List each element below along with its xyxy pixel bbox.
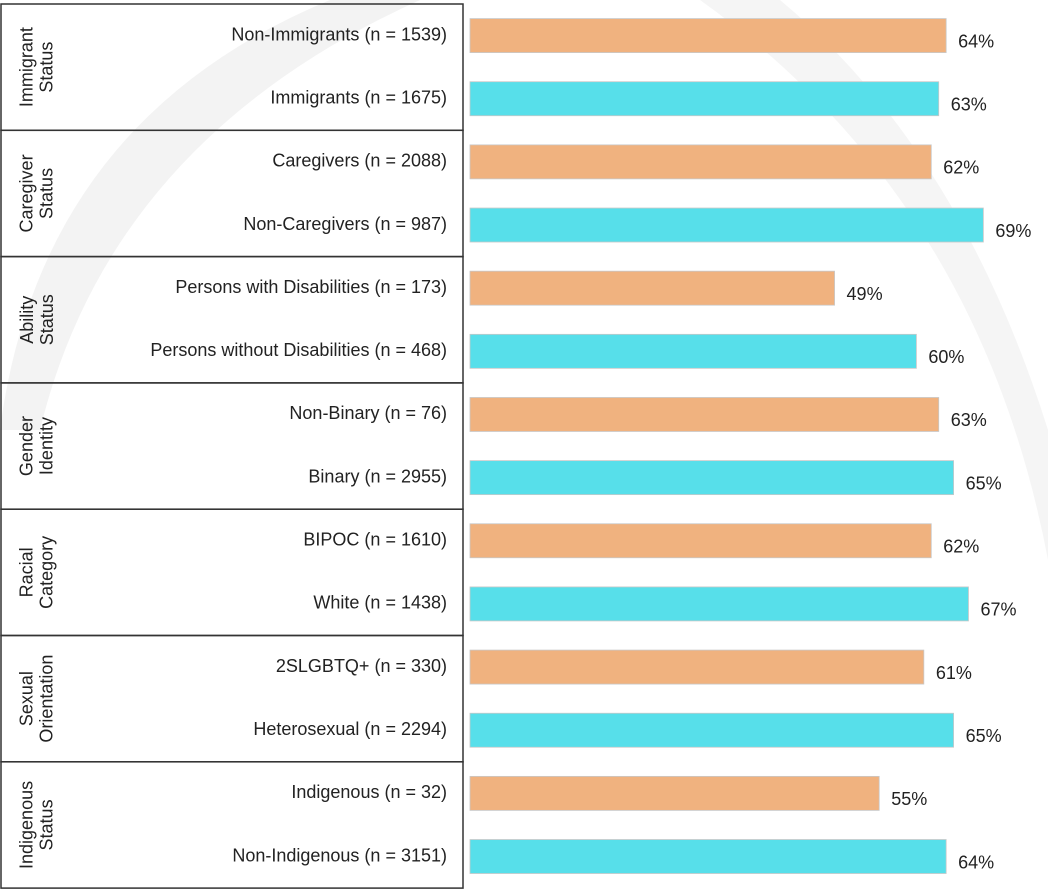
category-label: Non-Indigenous (n = 3151)	[232, 845, 447, 865]
group-label: Identity	[37, 417, 57, 475]
bars: 64% 63% 62% 69% 49% 60% 63% 65% 62% 67% 61% 65% 55% 6…	[469, 18, 1031, 874]
bar	[469, 712, 955, 748]
group-box	[0, 761, 464, 889]
category-label: Non-Caregivers (n = 987)	[243, 214, 447, 234]
bar	[469, 270, 835, 306]
category-label: Persons without Disabilities (n = 468)	[150, 340, 447, 360]
group-label: Gender	[17, 416, 37, 476]
background-arc	[0, 0, 420, 430]
bar	[469, 775, 880, 811]
group-label: Indigenous	[17, 781, 37, 869]
group-box	[0, 382, 464, 510]
value-label: 49%	[847, 284, 883, 304]
group-label: Status	[37, 799, 57, 850]
value-label: 64%	[958, 852, 994, 872]
category-label: Binary (n = 2955)	[308, 466, 447, 486]
value-label: 55%	[891, 789, 927, 809]
group-label: Immigrant	[17, 27, 37, 107]
category-label: BIPOC (n = 1610)	[303, 530, 447, 550]
category-label: Caregivers (n = 2088)	[272, 151, 447, 171]
group-box	[0, 508, 464, 637]
value-label: 63%	[951, 94, 987, 114]
group-label: Status	[37, 168, 57, 219]
value-label: 67%	[980, 600, 1016, 620]
category-label: Non-Immigrants (n = 1539)	[231, 24, 447, 44]
group-label: Status	[37, 42, 57, 93]
category-label: Persons with Disabilities (n = 173)	[175, 277, 447, 297]
value-label: 69%	[995, 221, 1031, 241]
value-label: 62%	[943, 158, 979, 178]
value-label: 64%	[958, 31, 994, 51]
group-box	[0, 634, 464, 763]
category-label: Heterosexual (n = 2294)	[253, 719, 447, 739]
bar	[469, 333, 917, 369]
bar	[469, 207, 984, 243]
category-label: White (n = 1438)	[313, 593, 447, 613]
bar	[469, 397, 940, 432]
bar	[469, 460, 955, 496]
group-label: Sexual	[17, 671, 37, 726]
bar	[469, 81, 940, 117]
bar	[469, 144, 932, 180]
value-label: 62%	[943, 537, 979, 557]
group-label: Racial	[17, 547, 37, 597]
category-label: Immigrants (n = 1675)	[270, 87, 447, 107]
bar	[469, 649, 925, 685]
bar	[469, 18, 947, 53]
value-label: 63%	[951, 410, 987, 430]
category-label: Indigenous (n = 32)	[291, 782, 447, 802]
category-label: 2SLGBTQ+ (n = 330)	[276, 656, 447, 676]
group-label: Caregiver	[17, 154, 37, 232]
category-label: Non-Binary (n = 76)	[289, 403, 447, 423]
group-label: Category	[37, 536, 57, 609]
value-label: 61%	[936, 663, 972, 683]
group-label: Ability	[17, 296, 37, 344]
group-label: Orientation	[37, 655, 57, 743]
value-label: 60%	[928, 347, 964, 367]
bar	[469, 586, 969, 622]
value-label: 65%	[966, 473, 1002, 493]
bar	[469, 839, 947, 874]
group-label: Status	[37, 294, 57, 345]
value-label: 65%	[966, 726, 1002, 746]
bar	[469, 523, 932, 559]
